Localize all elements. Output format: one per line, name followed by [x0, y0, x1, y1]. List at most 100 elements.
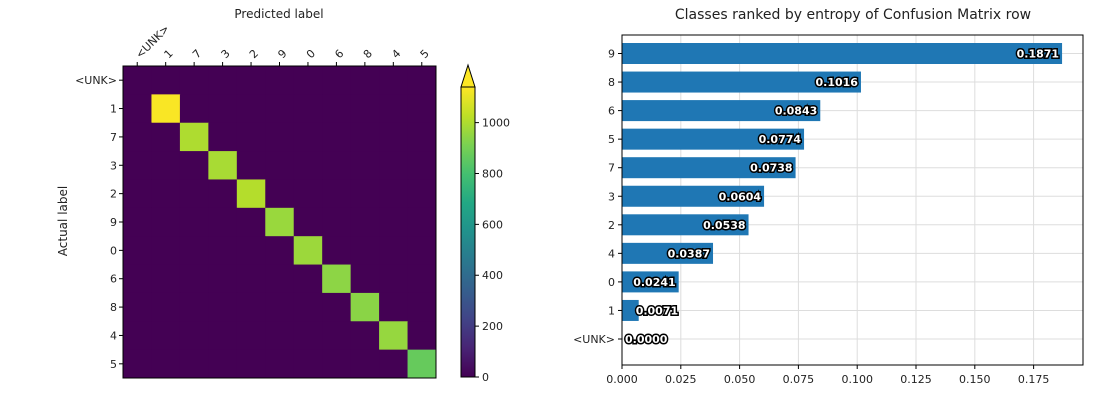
- heatmap-cell: [123, 349, 152, 379]
- heatmap-y-tick-label: 9: [110, 216, 117, 229]
- heatmap-cell: [123, 264, 152, 294]
- heatmap-cell: [208, 236, 238, 266]
- heatmap-ylabel: Actual label: [56, 186, 70, 256]
- heatmap-cell: [208, 321, 238, 351]
- heatmap-cell: [179, 179, 209, 209]
- heatmap-cell: [208, 66, 238, 95]
- colorbar-tick-label: 0: [482, 371, 489, 384]
- bar: [622, 185, 765, 207]
- heatmap-cell: [407, 264, 437, 294]
- heatmap-cell: [123, 292, 152, 322]
- heatmap-cell: [151, 236, 181, 266]
- heatmap-cell: [151, 264, 181, 294]
- heatmap-cell: [179, 264, 209, 294]
- heatmap-y-tick-label: 2: [110, 188, 117, 201]
- bar-value-label: 0.0738: [750, 162, 792, 175]
- bar: [622, 242, 714, 264]
- bar-value-label: 0.0538: [703, 219, 745, 232]
- heatmap-cell: [208, 151, 238, 180]
- heatmap-cell: [208, 292, 238, 322]
- heatmap-cell: [350, 122, 380, 152]
- heatmap-cell: [265, 349, 295, 379]
- bar-value-label: 0.0241: [633, 276, 675, 289]
- bar-x-tick-label: 0.125: [900, 373, 932, 386]
- confusion-matrix-chart: Predicted label Actual label <UNK>1 7 3 2 9 0…: [56, 7, 437, 379]
- heatmap-cell: [236, 236, 266, 266]
- heatmap-cell: [379, 94, 409, 124]
- heatmap-cell: [322, 349, 352, 379]
- heatmap-cell: [236, 122, 266, 152]
- heatmap-cell: [293, 292, 323, 322]
- heatmap-cell: [322, 321, 352, 351]
- heatmap-cell: [293, 236, 323, 266]
- heatmap-cell: [322, 151, 352, 180]
- heatmap-cell: [350, 94, 380, 124]
- heatmap-cell: [179, 122, 209, 152]
- heatmap-cell: [407, 236, 437, 266]
- heatmap-cell: [350, 349, 380, 379]
- heatmap-cell: [293, 349, 323, 379]
- heatmap-cell: [293, 151, 323, 180]
- heatmap-cell: [350, 264, 380, 294]
- heatmap-cell: [407, 207, 437, 237]
- heatmap-cell: [151, 349, 181, 379]
- heatmap-cell: [151, 321, 181, 351]
- heatmap-cell: [407, 321, 437, 351]
- heatmap-cell: [236, 292, 266, 322]
- bar-value-label: 0.0604: [719, 190, 762, 203]
- bar-y-tick-label: 2: [608, 219, 615, 232]
- heatmap-cell: [322, 66, 352, 95]
- heatmap-cell: [123, 236, 152, 266]
- heatmap-cell: [123, 321, 152, 351]
- heatmap-cell: [179, 236, 209, 266]
- heatmap-cell: [208, 179, 238, 209]
- heatmap-cell: [265, 151, 295, 180]
- bar-x-tick-label: 0.050: [724, 373, 756, 386]
- heatmap-cell: [407, 349, 437, 379]
- heatmap-cell: [322, 94, 352, 124]
- heatmap-cell: [407, 66, 437, 95]
- colorbar-ticks: 0 200 400 600 800 1000: [475, 117, 510, 384]
- heatmap-cell: [236, 179, 266, 209]
- heatmap-x-tick-label: 8: [361, 47, 375, 61]
- colorbar-tick-label: 400: [482, 269, 503, 282]
- heatmap-cell: [236, 321, 266, 351]
- heatmap-x-tick-label: 4: [389, 47, 403, 61]
- heatmap-cell: [293, 66, 323, 95]
- heatmap-cell: [208, 207, 238, 237]
- bar-series: [622, 43, 1063, 321]
- bar-y-tick-label: 7: [608, 162, 615, 175]
- heatmap-cell: [123, 66, 152, 95]
- heatmap-cell: [151, 179, 181, 209]
- heatmap-y-tick-label: 6: [110, 273, 117, 286]
- heatmap-cell: [350, 292, 380, 322]
- bar-value-label: 0.0774: [759, 133, 802, 146]
- heatmap-cell: [123, 179, 152, 209]
- heatmap-x-tick-label: 9: [275, 47, 289, 61]
- heatmap-cell: [151, 66, 181, 95]
- bar-y-ticks: 9 8 6 5 7 3 2 4 0 1 <UNK>: [573, 48, 622, 346]
- heatmap-y-tick-label: <UNK>: [75, 74, 117, 87]
- bar-y-tick-label: 1: [608, 304, 615, 317]
- heatmap-cell: [123, 207, 152, 237]
- heatmap-cell: [407, 179, 437, 209]
- heatmap-y-tick-label: 4: [110, 329, 117, 342]
- heatmap-cell: [322, 122, 352, 152]
- heatmap-xlabel: Predicted label: [234, 7, 323, 21]
- heatmap-cell: [379, 321, 409, 351]
- heatmap-cell: [208, 264, 238, 294]
- bar-value-label: 0.0843: [775, 105, 817, 118]
- bar-x-ticks: 0.000 0.025 0.050 0.075 0.100 0.125 0.150 0.175: [606, 365, 1049, 386]
- heatmap-cell: [236, 66, 266, 95]
- heatmap-cell: [265, 207, 295, 237]
- heatmap-cell: [265, 236, 295, 266]
- heatmap-y-tick-label: 5: [110, 358, 117, 371]
- bar-x-tick-label: 0.000: [606, 373, 638, 386]
- bar-y-tick-label: 4: [608, 247, 615, 260]
- heatmap-cell: [322, 179, 352, 209]
- bar-y-tick-label: 5: [608, 133, 615, 146]
- bar-x-tick-label: 0.150: [959, 373, 991, 386]
- heatmap-cell: [151, 94, 181, 124]
- heatmap-x-tick-label: 7: [190, 47, 204, 61]
